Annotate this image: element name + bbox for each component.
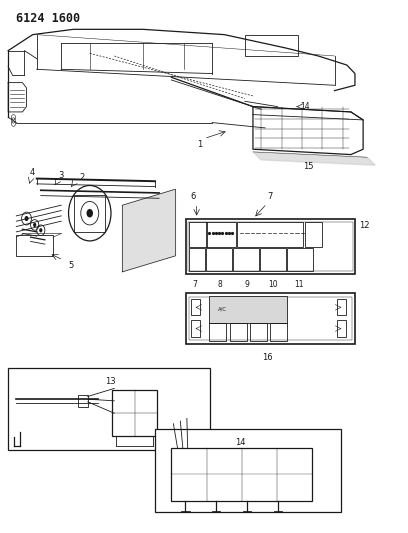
Bar (8, 368, 210, 450)
Bar (250, 324, 267, 341)
Bar (337, 299, 346, 316)
Text: 6124 1600: 6124 1600 (16, 12, 80, 25)
Bar (189, 222, 207, 246)
Text: 11: 11 (294, 280, 304, 289)
Bar (188, 222, 353, 271)
Text: 7: 7 (193, 280, 197, 289)
Bar (155, 429, 341, 512)
Text: 16: 16 (262, 353, 273, 362)
Bar (186, 293, 355, 344)
Text: 15: 15 (303, 162, 313, 171)
Text: 5: 5 (69, 261, 74, 270)
Bar (209, 296, 287, 322)
Bar (237, 222, 303, 246)
Bar (305, 222, 322, 246)
Bar (186, 219, 355, 274)
Text: A/C: A/C (217, 307, 226, 312)
Text: 6: 6 (190, 192, 195, 201)
Text: 8: 8 (217, 280, 222, 289)
Text: 9: 9 (244, 280, 249, 289)
Bar (191, 299, 200, 316)
Text: 3: 3 (58, 171, 64, 180)
Circle shape (39, 228, 42, 232)
Bar (206, 222, 235, 246)
Circle shape (24, 216, 29, 221)
Bar (171, 448, 312, 501)
Text: 10: 10 (268, 280, 278, 289)
Bar (191, 320, 200, 337)
Text: 4: 4 (30, 168, 35, 177)
Bar (230, 324, 246, 341)
Bar (206, 248, 232, 271)
Text: 12: 12 (359, 221, 370, 230)
Bar (337, 320, 346, 337)
Text: 1: 1 (197, 140, 202, 149)
Polygon shape (122, 189, 175, 272)
Bar (233, 248, 259, 271)
Bar (189, 248, 205, 271)
Bar (112, 390, 157, 435)
Bar (78, 395, 88, 407)
Text: 7: 7 (268, 192, 273, 201)
Bar (287, 248, 313, 271)
Bar (270, 324, 287, 341)
Text: 14: 14 (300, 102, 310, 111)
Polygon shape (253, 152, 375, 165)
Bar (16, 235, 53, 256)
Bar (260, 248, 286, 271)
Text: 13: 13 (105, 377, 115, 386)
Bar (209, 324, 226, 341)
Bar (189, 297, 352, 340)
Text: 2: 2 (79, 173, 84, 182)
Text: 14: 14 (235, 438, 246, 447)
Circle shape (86, 209, 93, 217)
Bar (245, 35, 298, 56)
Bar (74, 195, 105, 232)
Circle shape (33, 223, 36, 227)
